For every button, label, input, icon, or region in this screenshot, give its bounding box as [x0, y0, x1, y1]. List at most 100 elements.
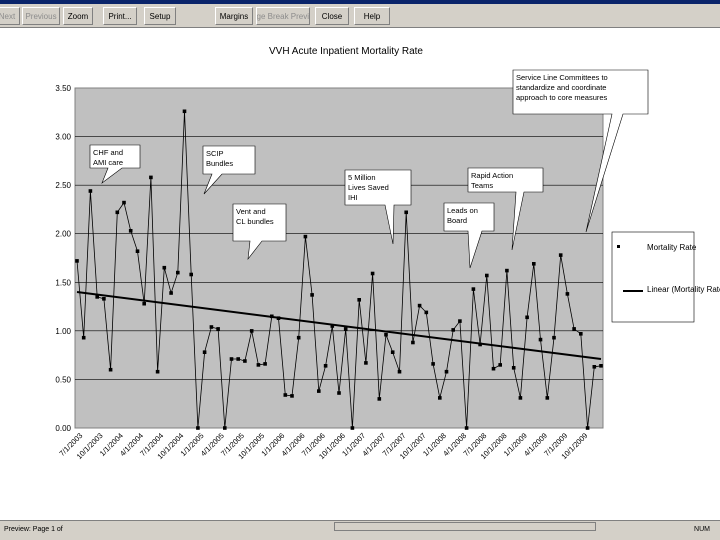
callout-5-million-text: 5 Million Lives Saved IHI	[348, 173, 389, 202]
data-point	[296, 335, 301, 340]
callout-service-line-text: Service Line Committees to standardize an…	[516, 73, 608, 102]
data-point	[417, 303, 422, 308]
data-point	[390, 350, 395, 354]
data-point	[599, 364, 603, 368]
data-point	[411, 340, 415, 345]
data-point	[229, 357, 234, 361]
legend-marker-mortality	[617, 245, 620, 248]
data-point	[276, 316, 281, 320]
data-point	[189, 272, 193, 277]
data-point	[558, 253, 563, 257]
data-point	[135, 249, 140, 253]
data-point	[149, 175, 153, 180]
data-point	[384, 332, 388, 337]
plot-area	[74, 87, 604, 429]
callout-chf-ami-text: CHF and AMI care	[93, 148, 123, 167]
data-point	[75, 259, 79, 263]
data-point	[162, 265, 167, 270]
previous-button[interactable]: Previous	[22, 7, 60, 25]
data-point	[579, 332, 583, 336]
help-button[interactable]: Help	[354, 7, 390, 25]
print-preview-page: VVH Acute Inpatient Mortality Rate 0.00 0…	[0, 28, 720, 520]
data-point	[303, 234, 308, 239]
data-point	[115, 210, 120, 215]
margins-button[interactable]: Margins	[215, 7, 253, 25]
data-point	[518, 396, 523, 400]
data-point	[458, 319, 462, 323]
data-point	[404, 210, 408, 215]
data-point	[397, 369, 402, 374]
print-preview-toolbar: Next Previous Zoom Print... Setup Margin…	[0, 4, 720, 28]
data-point	[370, 271, 375, 276]
callout-scip: SCIP Bundles	[202, 145, 256, 195]
data-point	[525, 315, 529, 320]
legend-label-mortality: Mortality Rate	[647, 243, 697, 252]
y-tick-label: 0.00	[55, 424, 71, 433]
zoom-button[interactable]: Zoom	[63, 7, 93, 25]
data-point	[95, 295, 99, 299]
setup-button[interactable]: Setup	[144, 7, 176, 25]
data-point	[81, 335, 86, 340]
data-point	[572, 327, 576, 331]
y-tick-label: 2.00	[55, 230, 71, 239]
data-point	[438, 396, 442, 400]
data-point	[498, 363, 502, 367]
close-button[interactable]: Close	[315, 7, 349, 25]
data-point	[196, 426, 200, 430]
y-axis-ticks: 0.00 0.50 1.00 1.50 2.00 2.50 3.00 3.50	[55, 84, 71, 433]
legend-label-linear: Linear (Mortality Rate)	[647, 285, 720, 294]
data-point	[236, 357, 240, 361]
data-point	[128, 229, 133, 233]
callout-vent-cl: Vent and CL bundles	[232, 203, 287, 261]
y-tick-label: 0.50	[55, 375, 71, 384]
data-point	[263, 362, 267, 366]
y-tick-label: 1.50	[55, 278, 71, 287]
data-point	[464, 426, 469, 430]
callout-rapid-action-text: Rapid Action Teams	[471, 171, 513, 190]
horizontal-scrollbar[interactable]	[334, 522, 596, 531]
data-point	[243, 359, 247, 363]
data-point	[88, 189, 93, 193]
data-point	[444, 369, 449, 374]
mortality-chart: VVH Acute Inpatient Mortality Rate 0.000…	[55, 46, 720, 461]
status-text: Preview: Page 1 of	[4, 526, 63, 533]
callout-service-line: Service Line Committees to standardize an…	[512, 69, 649, 233]
callout-leads-board: Leads on Board	[443, 202, 495, 269]
data-points	[75, 109, 603, 430]
y-tick-label: 3.00	[55, 133, 71, 142]
y-tick-label: 1.00	[55, 327, 71, 336]
data-point	[478, 342, 482, 347]
data-point	[182, 109, 187, 114]
data-point	[451, 328, 455, 332]
data-point	[491, 366, 496, 371]
data-point	[364, 361, 368, 365]
callout-vent-cl-text: Vent and CL bundles	[236, 207, 274, 226]
data-point	[256, 363, 261, 367]
status-num: NUM	[694, 526, 710, 533]
data-point	[142, 301, 146, 306]
print-button[interactable]: Print...	[103, 7, 137, 25]
data-point	[511, 366, 516, 370]
data-point	[585, 426, 590, 430]
trend-line	[76, 291, 602, 361]
data-point	[323, 364, 328, 368]
window-title-bar	[0, 0, 720, 4]
next-button[interactable]: Next	[0, 7, 20, 25]
callout-rapid-action: Rapid Action Teams	[467, 167, 544, 251]
data-point	[532, 262, 536, 266]
y-tick-label: 2.50	[55, 181, 71, 190]
data-point	[505, 268, 509, 273]
data-point	[592, 365, 597, 369]
data-point	[202, 350, 207, 354]
callout-scip-text: SCIP Bundles	[206, 149, 233, 168]
data-point	[249, 329, 254, 333]
data-point	[223, 426, 227, 430]
data-point	[290, 394, 294, 398]
data-point	[209, 325, 214, 329]
x-axis-ticks: 7/1/200310/1/20031/1/20044/1/20047/1/200…	[57, 431, 589, 461]
data-point	[310, 293, 314, 297]
page-break-preview-button[interactable]: Page Break Preview	[256, 7, 310, 25]
data-point	[270, 314, 274, 319]
data-point	[343, 327, 348, 331]
callout-chf-ami: CHF and AMI care	[89, 144, 141, 184]
